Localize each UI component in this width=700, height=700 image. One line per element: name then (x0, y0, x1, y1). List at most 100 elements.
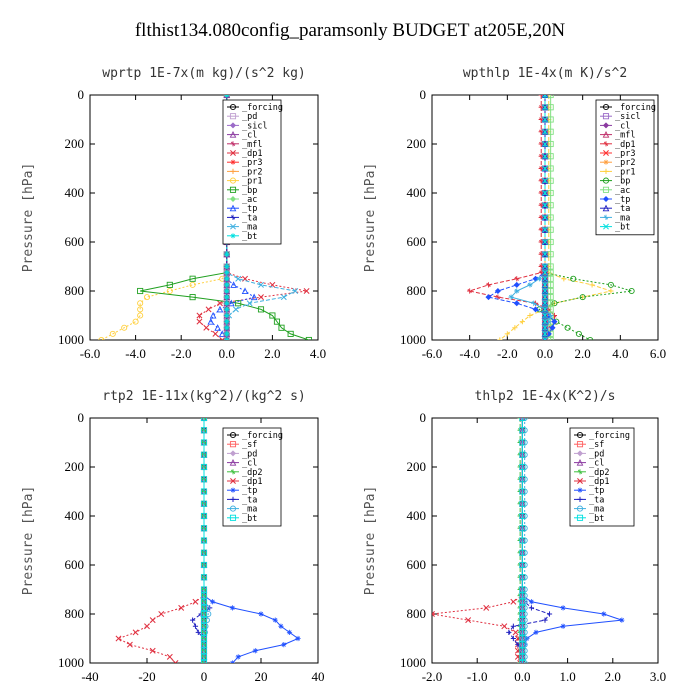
legend-entry: _pr3 (242, 158, 262, 168)
data-point (196, 318, 203, 325)
data-point (519, 623, 526, 630)
legend-marker (229, 177, 237, 184)
data-point (519, 635, 526, 642)
data-point (512, 325, 518, 331)
legend-entry: _ma (242, 505, 257, 515)
legend-marker (230, 478, 236, 484)
legend-entry: _ta (615, 204, 630, 214)
data-point (519, 488, 526, 495)
data-point (195, 629, 201, 635)
x-tick-label: -6.0 (80, 346, 101, 361)
y-tick-label: 800 (407, 283, 427, 298)
data-point (519, 418, 526, 422)
panel-title: rtp2 1E-11x(kg^2)/(kg^2 s) (102, 389, 306, 404)
data-point (212, 330, 219, 337)
legend-entry: _mfl (615, 131, 635, 141)
legend-entry: _ac (615, 186, 630, 196)
data-point (465, 617, 472, 624)
y-tick-label: 200 (65, 459, 85, 474)
legend-marker (229, 103, 237, 111)
data-point (519, 549, 526, 556)
data-point (292, 288, 299, 294)
data-point (200, 659, 208, 663)
data-point (497, 337, 503, 340)
data-point (252, 648, 258, 654)
y-tick-label: 1000 (400, 332, 426, 347)
y-tick-label: 600 (407, 557, 427, 572)
data-point (224, 270, 230, 276)
data-point (542, 306, 548, 313)
data-point (519, 592, 526, 599)
data-point (200, 647, 208, 654)
legend-entry: _pr3 (615, 149, 635, 159)
data-point (485, 282, 492, 288)
data-point (607, 281, 614, 288)
legend-entry: _forcing (615, 103, 656, 113)
data-point (542, 239, 548, 245)
legend-marker (602, 204, 610, 212)
data-point (137, 300, 144, 307)
data-point (542, 324, 548, 331)
data-point (109, 330, 116, 337)
data-point (200, 653, 208, 660)
y-tick-label: 800 (65, 283, 85, 298)
plot-frame (431, 417, 659, 664)
legend-entry: _bt (615, 223, 630, 233)
data-point (200, 574, 208, 581)
data-point (200, 500, 208, 507)
data-point (207, 318, 215, 325)
legend-marker (229, 514, 237, 521)
data-point (200, 549, 208, 556)
data-point (519, 586, 526, 593)
data-point (192, 623, 199, 629)
legend-marker (230, 233, 236, 239)
data-point (295, 635, 301, 642)
legend-marker (602, 103, 610, 111)
data-point (273, 318, 281, 325)
data-point (166, 287, 173, 295)
data-point (513, 300, 520, 307)
legend-entry: _cl (242, 459, 257, 469)
legend-marker (229, 186, 237, 193)
data-point (224, 312, 230, 319)
y-tick-label: 800 (407, 606, 427, 621)
data-point (542, 226, 548, 233)
data-point (542, 330, 548, 337)
data-point (286, 629, 293, 635)
data-point (519, 604, 526, 611)
data-point (501, 623, 508, 630)
data-point (542, 190, 548, 196)
data-point (214, 324, 222, 331)
legend-marker (602, 130, 610, 138)
x-tick-label: 4.0 (612, 346, 628, 361)
x-tick-label: -6.0 (422, 346, 443, 361)
legend-marker (229, 204, 237, 212)
legend-marker (602, 113, 610, 120)
data-point (542, 165, 548, 172)
series-line-pr1 (101, 95, 228, 340)
data-point (278, 623, 284, 629)
data-point (519, 476, 526, 483)
legend-marker (603, 150, 609, 156)
legend-marker (229, 130, 237, 138)
legend-entry: _bt (242, 514, 257, 524)
legend-marker (230, 469, 236, 475)
data-point (203, 324, 210, 331)
data-point (158, 611, 165, 617)
legend: _forcing_sf_pd_cl_dp2_dp1_tp_ta_ma_bt (569, 427, 635, 527)
data-point (224, 325, 230, 331)
data-point (541, 177, 549, 184)
data-point (149, 617, 156, 624)
data-point (200, 629, 208, 636)
legend-marker (603, 159, 609, 165)
legend-entry: _bt (242, 232, 257, 242)
x-tick-label: 2.0 (605, 669, 621, 684)
data-point (132, 629, 139, 636)
y-tick-label: 200 (407, 459, 427, 474)
data-point (519, 653, 526, 660)
data-point (536, 276, 542, 282)
data-point (519, 610, 526, 618)
legend-entry: _ma (615, 213, 630, 223)
legend-entry: _ta (589, 495, 604, 505)
legend-marker (576, 458, 584, 466)
